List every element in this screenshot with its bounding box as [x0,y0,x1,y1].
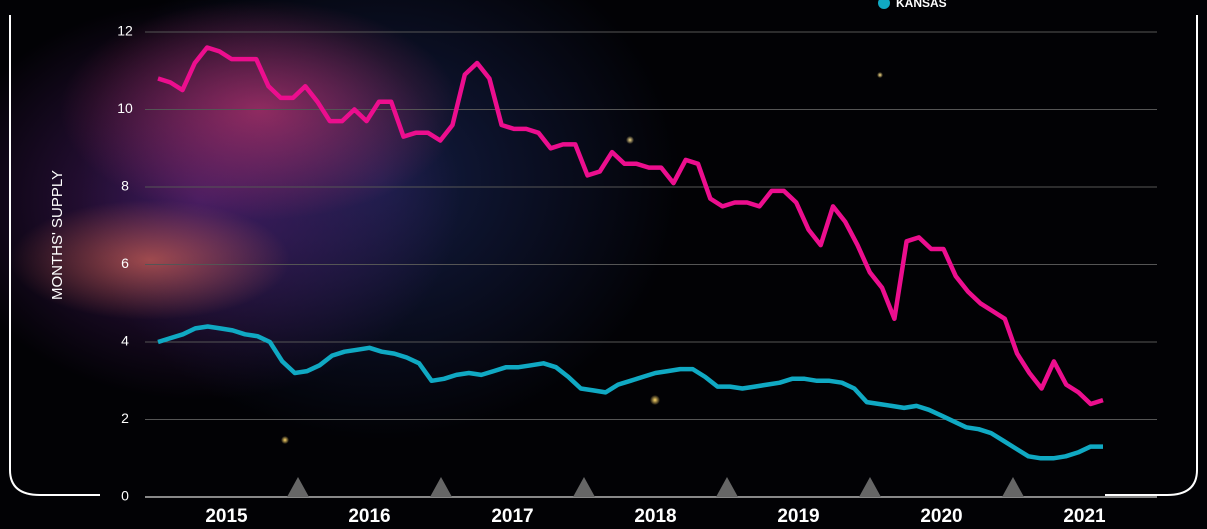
y-tick-label: 12 [117,23,133,39]
y-axis-label: MONTHS' SUPPLY [49,170,66,300]
series-line [157,324,1103,461]
x-tick-label: 2017 [491,506,533,527]
year-marker [1002,477,1024,497]
series-line [157,45,1104,407]
x-tick-label: 2018 [634,506,676,527]
y-tick-label: 0 [121,488,129,504]
x-tick-label: 2016 [348,506,390,527]
year-marker [287,477,309,497]
y-tick-label: 4 [121,333,129,349]
frame [1105,15,1198,496]
x-tick-label: 2015 [205,506,248,527]
x-tick-label: 2020 [920,506,962,527]
x-tick-label: 2021 [1063,506,1106,527]
x-tick-label: 2019 [777,506,819,527]
legend-label: KANSAS [896,0,947,10]
frame [9,15,100,496]
year-marker [716,477,738,497]
year-marker [859,477,881,497]
y-tick-label: 6 [121,255,129,271]
y-tick-label: 10 [117,100,133,116]
legend-marker [878,0,890,9]
y-tick-label: 8 [121,178,129,194]
y-tick-label: 2 [121,410,129,426]
year-marker [430,477,452,497]
year-marker [573,477,595,497]
